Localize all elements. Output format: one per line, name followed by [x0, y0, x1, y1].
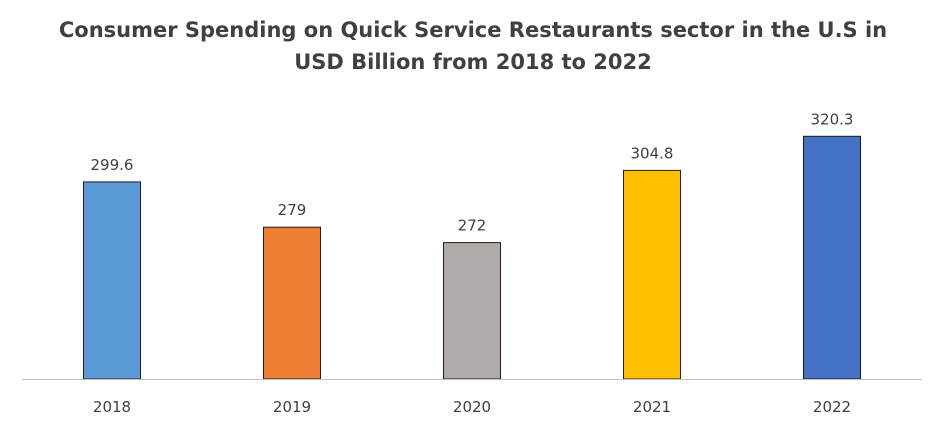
bar-2020	[443, 242, 501, 380]
data-label-2020: 272	[458, 217, 487, 235]
bar-2018	[83, 181, 141, 380]
x-tick-label-2022: 2022	[813, 398, 851, 416]
x-tick-label-2019: 2019	[273, 398, 311, 416]
data-label-2021: 304.8	[631, 144, 674, 162]
bar-2019	[263, 226, 321, 380]
data-label-2022: 320.3	[811, 110, 854, 128]
chart-title-line-2: USD Billion from 2018 to 2022	[294, 50, 652, 74]
x-tick-label-2020: 2020	[453, 398, 491, 416]
data-label-2019: 279	[278, 201, 307, 219]
chart-title: Consumer Spending on Quick Service Resta…	[0, 14, 946, 78]
chart-title-line-1: Consumer Spending on Quick Service Resta…	[58, 18, 888, 42]
bar-2021	[623, 169, 681, 380]
data-label-2018: 299.6	[91, 156, 134, 174]
bar-2022	[803, 135, 861, 380]
x-tick-label-2021: 2021	[633, 398, 671, 416]
x-tick-label-2018: 2018	[93, 398, 131, 416]
